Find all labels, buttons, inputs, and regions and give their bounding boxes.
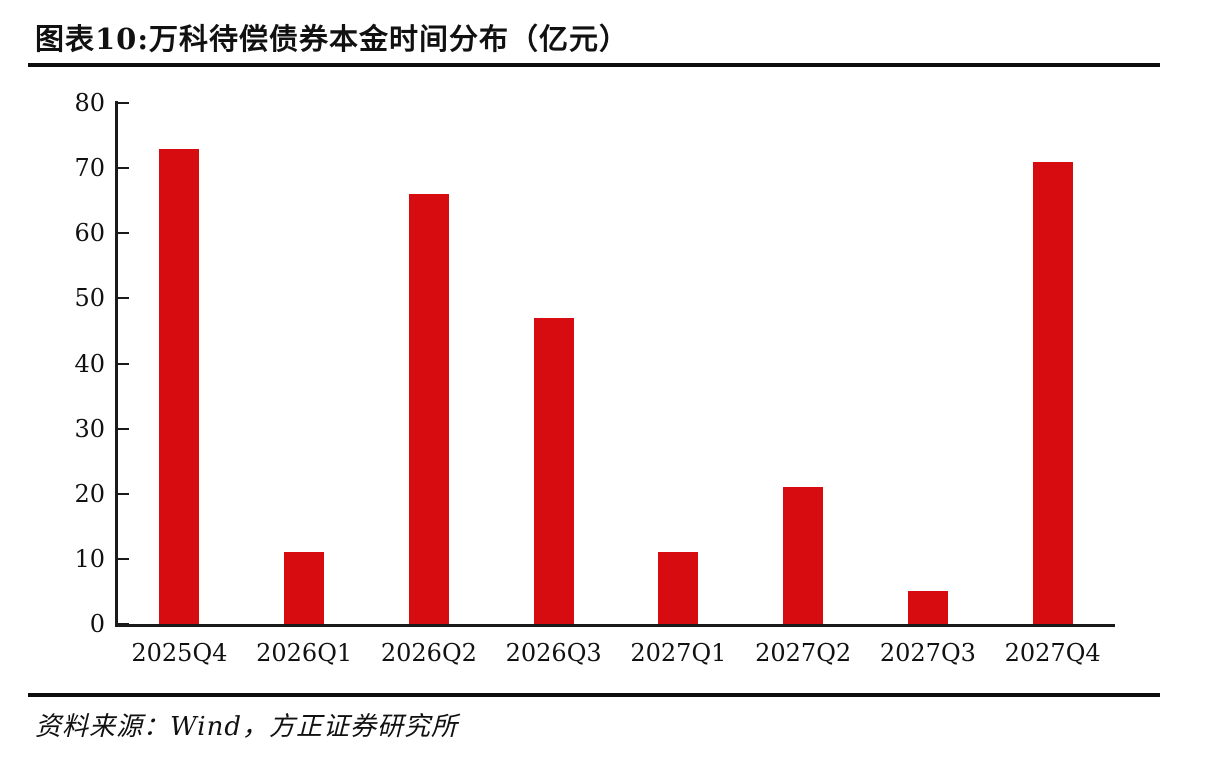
x-category-label: 2026Q2 bbox=[380, 639, 477, 667]
x-category-label: 2027Q1 bbox=[630, 639, 727, 667]
x-category-label: 2027Q4 bbox=[1004, 639, 1101, 667]
x-category-label: 2025Q4 bbox=[131, 639, 228, 667]
bar-2027Q3 bbox=[907, 591, 948, 624]
y-axis-tick-label: 40 bbox=[74, 349, 105, 378]
bar-2025Q4 bbox=[159, 148, 200, 624]
y-axis-tick-mark bbox=[118, 297, 129, 300]
y-axis-tick-label: 50 bbox=[74, 284, 105, 313]
x-axis-line bbox=[115, 624, 1115, 627]
bar-2027Q2 bbox=[783, 487, 824, 624]
x-category-label: 2027Q2 bbox=[755, 639, 852, 667]
bar-2027Q1 bbox=[658, 552, 699, 624]
x-category-label: 2026Q3 bbox=[505, 639, 602, 667]
y-axis-tick-label: 80 bbox=[74, 89, 105, 117]
y-axis-tick-label: 0 bbox=[89, 610, 105, 638]
y-axis-tick-mark bbox=[118, 492, 129, 495]
y-axis-tick-mark bbox=[118, 102, 129, 104]
y-axis-tick-label: 30 bbox=[74, 414, 105, 443]
y-axis-tick-mark bbox=[118, 362, 129, 365]
bar-2026Q3 bbox=[533, 317, 574, 624]
x-category-label: 2027Q3 bbox=[879, 639, 976, 667]
y-axis-tick-label: 60 bbox=[74, 219, 105, 248]
y-axis-line bbox=[115, 101, 118, 627]
title-divider-line bbox=[28, 63, 1160, 67]
y-axis-tick-mark bbox=[118, 167, 129, 170]
source-note: 资料来源：Wind，方正证券研究所 bbox=[35, 712, 458, 742]
bar-2027Q4 bbox=[1032, 161, 1073, 624]
y-axis-tick-mark bbox=[118, 557, 129, 560]
y-axis-tick-label: 20 bbox=[74, 479, 105, 508]
x-category-label: 2026Q1 bbox=[256, 639, 353, 667]
y-axis-tick-label: 70 bbox=[74, 154, 105, 183]
bar-2026Q1 bbox=[284, 552, 325, 624]
source-divider-line bbox=[28, 693, 1160, 697]
y-axis-tick-mark bbox=[118, 232, 129, 235]
bar-2026Q2 bbox=[408, 194, 449, 624]
figure-title: 图表10:万科待偿债券本金时间分布（亿元） bbox=[35, 22, 630, 56]
y-axis-tick-mark bbox=[118, 427, 129, 430]
y-axis-tick-label: 10 bbox=[74, 544, 105, 573]
